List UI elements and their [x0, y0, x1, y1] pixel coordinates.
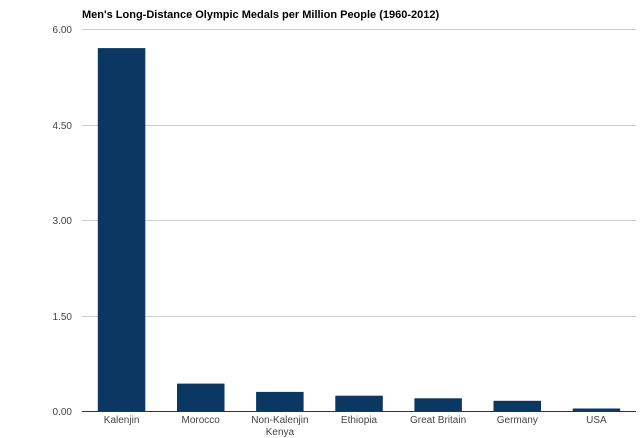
x-tick-label: USA	[586, 415, 607, 426]
y-tick-label: 3.00	[53, 216, 73, 227]
y-tick-label: 0.00	[53, 407, 73, 418]
chart-title: Men's Long-Distance Olympic Medals per M…	[82, 9, 439, 21]
x-tick-label-line: USA	[586, 415, 607, 426]
x-tick-label: Ethiopia	[341, 415, 378, 426]
bar-morocco	[177, 383, 225, 411]
x-tick-label: Kalenjin	[104, 415, 140, 426]
x-tick-label-line: Morocco	[182, 415, 221, 426]
x-tick-label: Germany	[497, 415, 538, 426]
bar-ethiopia	[335, 395, 383, 411]
x-tick-label-line: Great Britain	[410, 415, 466, 426]
y-tick-label: 6.00	[53, 25, 73, 36]
bar-non-kalenjin-kenya	[256, 391, 304, 411]
gridlines	[82, 29, 636, 317]
bar-great-britain	[414, 398, 462, 411]
x-tick-label: Non-Kalenjin Kenya	[251, 415, 308, 438]
bars	[97, 48, 621, 411]
y-tick-label: 1.50	[53, 312, 73, 323]
x-tick-label-line: Non-Kalenjin	[251, 415, 308, 426]
x-axis-category-labels: Kalenjin Morocco Non-Kalenjin Kenya Ethiopia…	[104, 415, 607, 438]
x-tick-label: Morocco	[182, 415, 221, 426]
y-axis-tick-labels: 0.00 1.50 3.00 4.50 6.00	[53, 25, 73, 418]
y-tick-label: 4.50	[53, 121, 73, 132]
x-tick-label-line: Ethiopia	[341, 415, 378, 426]
x-tick-label-line: Kenya	[266, 427, 295, 438]
x-tick-label-line: Germany	[497, 415, 538, 426]
x-tick-label-line: Kalenjin	[104, 415, 140, 426]
x-tick-label: Great Britain	[410, 415, 466, 426]
bar-usa	[572, 408, 621, 411]
bar-germany	[493, 400, 541, 411]
bar-kalenjin	[97, 48, 146, 411]
